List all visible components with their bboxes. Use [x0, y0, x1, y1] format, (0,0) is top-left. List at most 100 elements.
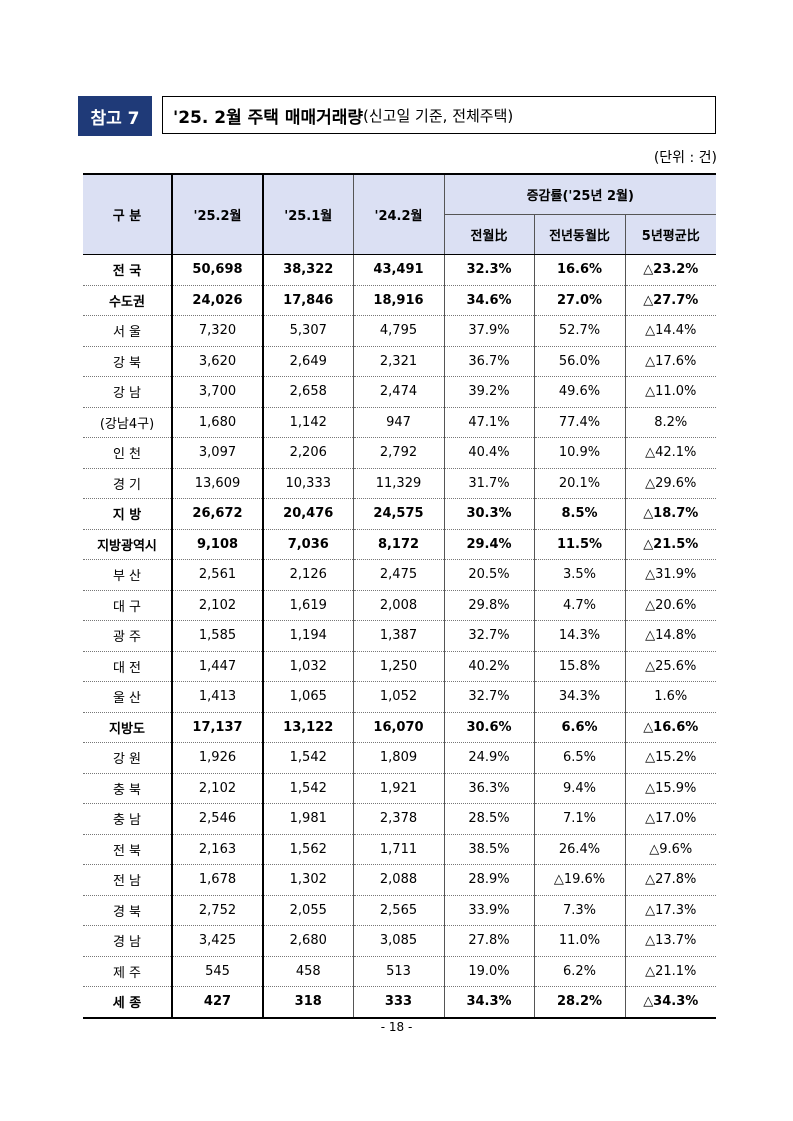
region-cell: 광 주 — [83, 620, 173, 652]
mom-cell: 24.9% — [443, 742, 535, 774]
table-row: 경 북 2,752 2,055 2,565 33.9% 7.3% △17.3% — [83, 895, 716, 926]
region-cell: 울 산 — [83, 681, 173, 713]
previous-month-cell: 1,032 — [262, 651, 354, 682]
region-cell: 전 남 — [83, 864, 173, 896]
header-mom: 전월比 — [444, 214, 535, 255]
yoy-cell: 56.0% — [533, 346, 626, 377]
mom-cell: 28.5% — [443, 803, 535, 835]
5yr-avg-cell: △21.1% — [624, 956, 716, 987]
region-cell: 인 천 — [83, 437, 173, 469]
mom-cell: 36.7% — [443, 346, 535, 377]
previous-year-cell: 2,088 — [352, 864, 445, 896]
previous-year-cell: 24,575 — [352, 498, 445, 530]
current-month-cell: 1,447 — [171, 651, 264, 682]
table-row: 충 남 2,546 1,981 2,378 28.5% 7.1% △17.0% — [83, 803, 716, 835]
current-month-cell: 9,108 — [171, 529, 264, 560]
previous-month-cell: 458 — [262, 956, 354, 987]
yoy-cell: 49.6% — [533, 376, 626, 408]
region-cell: 강 북 — [83, 346, 173, 377]
current-month-cell: 2,546 — [171, 803, 264, 835]
mom-cell: 20.5% — [443, 559, 535, 591]
5yr-avg-cell: △27.7% — [624, 285, 716, 316]
5yr-avg-cell: △15.9% — [624, 773, 716, 804]
mom-cell: 32.7% — [443, 620, 535, 652]
region-cell: 지방도 — [83, 712, 173, 743]
previous-month-cell: 1,562 — [262, 834, 354, 865]
mom-cell: 29.8% — [443, 590, 535, 621]
table-row: 충 북 2,102 1,542 1,921 36.3% 9.4% △15.9% — [83, 773, 716, 804]
yoy-cell: 10.9% — [533, 437, 626, 469]
previous-year-cell: 16,070 — [352, 712, 445, 743]
5yr-avg-cell: △34.3% — [624, 986, 716, 1019]
current-month-cell: 2,752 — [171, 895, 264, 926]
previous-year-cell: 1,711 — [352, 834, 445, 865]
previous-year-cell: 1,052 — [352, 681, 445, 713]
yoy-cell: 9.4% — [533, 773, 626, 804]
5yr-avg-cell: △20.6% — [624, 590, 716, 621]
previous-year-cell: 1,809 — [352, 742, 445, 774]
yoy-cell: 6.2% — [533, 956, 626, 987]
previous-year-cell: 333 — [352, 986, 445, 1019]
previous-month-cell: 38,322 — [262, 254, 354, 286]
table-row: 세 종 427 318 333 34.3% 28.2% △34.3% — [83, 986, 716, 1019]
table-row: 광 주 1,585 1,194 1,387 32.7% 14.3% △14.8% — [83, 620, 716, 652]
previous-month-cell: 2,055 — [262, 895, 354, 926]
previous-month-cell: 1,619 — [262, 590, 354, 621]
previous-month-cell: 318 — [262, 986, 354, 1019]
mom-cell: 29.4% — [443, 529, 535, 560]
transaction-table: 구 분 '25.2월 '25.1월 '24.2월 증감률('25년 2월) 전월… — [83, 173, 716, 1019]
yoy-cell: △19.6% — [533, 864, 626, 896]
current-month-cell: 2,163 — [171, 834, 264, 865]
mom-cell: 34.3% — [443, 986, 535, 1019]
table-body: 전 국 50,698 38,322 43,491 32.3% 16.6% △23.2% 수도권… — [83, 254, 716, 1019]
header-previous-year: '24.2월 — [352, 173, 445, 255]
yoy-cell: 6.5% — [533, 742, 626, 774]
yoy-cell: 16.6% — [533, 254, 626, 286]
mom-cell: 30.6% — [443, 712, 535, 743]
previous-month-cell: 1,194 — [262, 620, 354, 652]
previous-year-cell: 1,921 — [352, 773, 445, 804]
previous-month-cell: 2,680 — [262, 925, 354, 957]
table-row: 인 천 3,097 2,206 2,792 40.4% 10.9% △42.1% — [83, 437, 716, 469]
table-row: 전 북 2,163 1,562 1,711 38.5% 26.4% △9.6% — [83, 834, 716, 865]
previous-year-cell: 1,250 — [352, 651, 445, 682]
current-month-cell: 3,097 — [171, 437, 264, 469]
5yr-avg-cell: △42.1% — [624, 437, 716, 469]
table-row: 수도권 24,026 17,846 18,916 34.6% 27.0% △27.7% — [83, 285, 716, 316]
current-month-cell: 1,413 — [171, 681, 264, 713]
current-month-cell: 427 — [171, 986, 264, 1019]
current-month-cell: 13,609 — [171, 468, 264, 499]
mom-cell: 30.3% — [443, 498, 535, 530]
region-cell: 서 울 — [83, 315, 173, 347]
previous-year-cell: 8,172 — [352, 529, 445, 560]
yoy-cell: 15.8% — [533, 651, 626, 682]
previous-month-cell: 1,981 — [262, 803, 354, 835]
header-5yr-avg: 5년평균比 — [624, 214, 716, 255]
mom-cell: 38.5% — [443, 834, 535, 865]
current-month-cell: 2,561 — [171, 559, 264, 591]
previous-year-cell: 43,491 — [352, 254, 445, 286]
current-month-cell: 17,137 — [171, 712, 264, 743]
5yr-avg-cell: △14.8% — [624, 620, 716, 652]
mom-cell: 37.9% — [443, 315, 535, 347]
previous-month-cell: 5,307 — [262, 315, 354, 347]
region-cell: 지방광역시 — [83, 529, 173, 560]
current-month-cell: 545 — [171, 956, 264, 987]
table-row: 강 북 3,620 2,649 2,321 36.7% 56.0% △17.6% — [83, 346, 716, 377]
reference-label: 참고 7 — [78, 96, 152, 136]
5yr-avg-cell: △16.6% — [624, 712, 716, 743]
region-cell: (강남4구) — [83, 407, 173, 438]
region-cell: 충 남 — [83, 803, 173, 835]
mom-cell: 33.9% — [443, 895, 535, 926]
yoy-cell: 7.3% — [533, 895, 626, 926]
5yr-avg-cell: △17.0% — [624, 803, 716, 835]
table-row: 울 산 1,413 1,065 1,052 32.7% 34.3% 1.6% — [83, 681, 716, 713]
yoy-cell: 77.4% — [533, 407, 626, 438]
yoy-cell: 34.3% — [533, 681, 626, 713]
yoy-cell: 20.1% — [533, 468, 626, 499]
table-row: 강 원 1,926 1,542 1,809 24.9% 6.5% △15.2% — [83, 742, 716, 774]
table-row: 강 남 3,700 2,658 2,474 39.2% 49.6% △11.0% — [83, 376, 716, 408]
current-month-cell: 26,672 — [171, 498, 264, 530]
table-row: 전 남 1,678 1,302 2,088 28.9% △19.6% △27.8% — [83, 864, 716, 896]
mom-cell: 32.7% — [443, 681, 535, 713]
